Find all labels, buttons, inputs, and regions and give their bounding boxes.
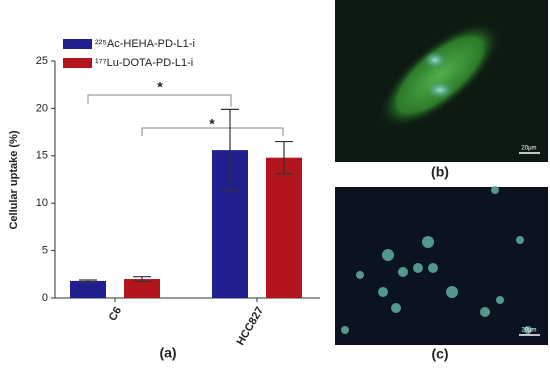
bar: [266, 157, 302, 298]
scale-bar-label: 20μm: [521, 146, 536, 152]
legend-swatch: [63, 58, 92, 68]
error-bar: [79, 279, 97, 283]
x-tick-label: HCC827: [235, 305, 266, 348]
legend-label: ²²⁵Ac-HEHA-PD-L1-i: [95, 38, 195, 50]
y-tick-label: 20: [36, 102, 48, 114]
cell: [379, 21, 501, 129]
error-bar: [221, 108, 239, 192]
error-bar: [133, 276, 151, 283]
y-axis-label: Cellular uptake (%): [8, 130, 20, 229]
bar: [70, 280, 106, 298]
x-tick-label: C6: [107, 305, 124, 323]
nuclei: [341, 186, 532, 334]
legend-label: ¹⁷⁷Lu-DOTA-PD-L1-i: [95, 57, 193, 69]
legend-swatch: [63, 39, 92, 49]
y-tick-label: 5: [42, 245, 48, 257]
y-tick-label: 0: [42, 292, 48, 304]
significance-star: *: [157, 79, 163, 95]
nucleus: [423, 51, 447, 69]
significance-star: *: [209, 116, 215, 132]
significance-bracket: [141, 127, 284, 136]
y-tick-label: 15: [36, 150, 48, 162]
micrograph-c: [335, 187, 548, 345]
y-tick-label: 10: [36, 197, 48, 209]
significance-bracket: [87, 94, 232, 107]
nucleus: [426, 81, 454, 99]
error-bar: [275, 140, 293, 175]
panel-label: (b): [431, 164, 449, 180]
scale-bar-label: 20μm: [521, 328, 536, 334]
panel-label: (a): [159, 345, 176, 361]
bar: [124, 279, 160, 298]
y-tick-label: 25: [36, 55, 48, 67]
panel-label: (c): [431, 346, 448, 362]
